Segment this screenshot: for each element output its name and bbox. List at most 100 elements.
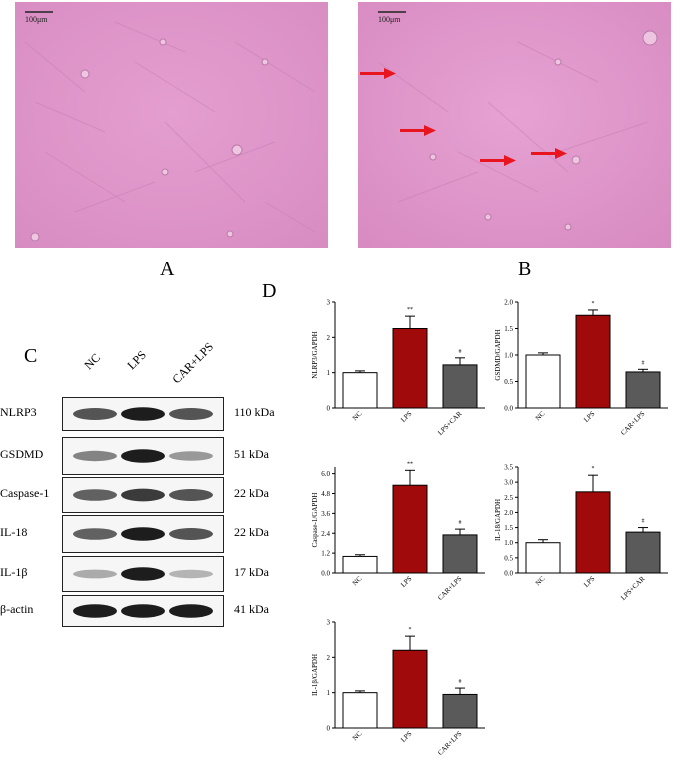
y-tick-label: 2.5	[504, 494, 513, 502]
category-label: LPS+CAR	[619, 575, 646, 602]
blot-band	[121, 567, 165, 581]
blot-kda: 22 kDa	[234, 525, 269, 539]
bar	[392, 328, 428, 409]
y-tick-label: 0	[327, 405, 331, 413]
significance-label: #	[642, 519, 645, 525]
category-label: NC	[351, 730, 364, 743]
blot-strip	[62, 515, 224, 553]
blot-label: IL-18	[0, 525, 28, 539]
category-label: LPS	[399, 575, 413, 589]
category-label: LPS	[582, 410, 596, 424]
y-tick-label: 3.0	[504, 479, 513, 487]
y-tick-label: 0.0	[504, 570, 513, 578]
bar	[625, 531, 661, 574]
category-label: LPS	[399, 730, 413, 744]
y-tick-label: 1	[327, 369, 331, 377]
blot-band	[169, 408, 213, 420]
blot-band	[169, 451, 213, 461]
y-tick-label: 3	[327, 619, 331, 627]
significance-label: *	[592, 301, 595, 307]
category-label: LPS	[582, 575, 596, 589]
y-tick-label: 2.0	[504, 509, 513, 517]
lane-header-nc: NC	[81, 350, 104, 373]
lane-header-lps: LPS	[124, 347, 149, 373]
y-tick-label: 3.6	[321, 510, 330, 518]
significance-label: **	[407, 461, 413, 467]
blot-band	[121, 488, 165, 502]
category-label: LPS+CAR	[436, 410, 463, 437]
micrograph-b-image: 100μm	[358, 2, 671, 248]
category-label: NC	[351, 410, 364, 423]
blot-band	[73, 604, 117, 618]
panel-letter-b: B	[518, 258, 532, 280]
bar	[525, 542, 561, 574]
y-tick-label: 2.0	[504, 299, 513, 307]
blot-kda: 17 kDa	[234, 565, 269, 579]
significance-label: #	[459, 520, 462, 526]
y-tick-label: 1.5	[504, 524, 513, 532]
y-tick-label: 0.0	[321, 570, 330, 578]
bar	[442, 693, 478, 729]
blot-band	[169, 604, 213, 618]
category-label: CAR+LPS	[619, 410, 646, 437]
bar	[342, 372, 378, 409]
y-tick-label: 1.2	[321, 550, 330, 558]
blot-strip	[62, 437, 224, 475]
y-tick-label: 1	[327, 689, 331, 697]
category-label: CAR+LPS	[436, 730, 463, 757]
y-tick-label: 0.5	[504, 554, 513, 562]
blot-kda: 41 kDa	[234, 602, 269, 616]
y-tick-label: 2.4	[321, 530, 330, 538]
micrograph-b: 100μm	[358, 2, 671, 248]
blot-label: GSDMD	[0, 447, 44, 461]
bar	[392, 484, 428, 574]
bar	[392, 649, 428, 729]
category-label: LPS	[399, 410, 413, 424]
y-tick-label: 0.0	[504, 405, 513, 413]
y-tick-label: 0.5	[504, 378, 513, 386]
significance-label: #	[459, 349, 462, 355]
bar	[342, 692, 378, 729]
micrograph-a: 100μm	[15, 2, 328, 248]
arrow-icons	[360, 68, 567, 166]
significance-label: #	[459, 679, 462, 685]
y-tick-label: 1.0	[504, 539, 513, 547]
y-tick-label: 1.5	[504, 325, 513, 333]
blot-band	[73, 569, 117, 579]
blot-band	[169, 489, 213, 501]
y-tick-label: 1.0	[504, 352, 513, 360]
blot-band	[73, 528, 117, 540]
lane-header-car-lps: CAR+LPS	[169, 339, 217, 387]
y-tick-label: 4.8	[321, 490, 330, 498]
blot-strip	[62, 595, 224, 627]
significance-label: #	[642, 360, 645, 366]
y-tick-label: 3.5	[504, 464, 513, 472]
blot-strip	[62, 477, 224, 513]
panel-letter-d: D	[262, 280, 277, 302]
y-axis-label: NLRP3/GAPDH	[311, 331, 319, 378]
chart-nlrp3: 0 1 2 3 NLRP3/GAPDH NC ** LPS # LPS+CAR	[311, 299, 485, 437]
arrow-icon	[531, 148, 567, 159]
blot-kda: 51 kDa	[234, 447, 269, 461]
y-tick-label: 2	[327, 654, 331, 662]
bar	[442, 364, 478, 409]
panel-letter-c: C	[24, 345, 38, 367]
bar	[625, 371, 661, 409]
significance-label: *	[592, 466, 595, 472]
micrograph-a-image: 100μm	[15, 2, 328, 248]
blot-band	[121, 527, 165, 541]
category-label: NC	[534, 410, 547, 423]
bar	[342, 555, 378, 574]
y-axis-label: IL-1β/GAPDH	[311, 654, 319, 696]
blot-band	[169, 569, 213, 579]
chart-gsdmd: 0.0 0.5 1.0 1.5 2.0 GSDMD/GAPDH NC * LPS # CAR+LPS	[494, 299, 668, 437]
arrow-icon	[360, 68, 396, 79]
chart-il18: 0.0 0.5 1.0 1.5 2.0 2.5 3.0 3.5 IL-18/GAPDH NC * LP…	[494, 464, 668, 602]
category-label: NC	[351, 575, 364, 588]
scale-bar-a: 100μm	[25, 15, 48, 24]
y-tick-label: 6.0	[321, 470, 330, 478]
arrow-icon	[400, 125, 436, 136]
category-label: NC	[534, 575, 547, 588]
blot-label: Caspase-1	[0, 486, 50, 500]
y-tick-label: 2	[327, 334, 331, 342]
